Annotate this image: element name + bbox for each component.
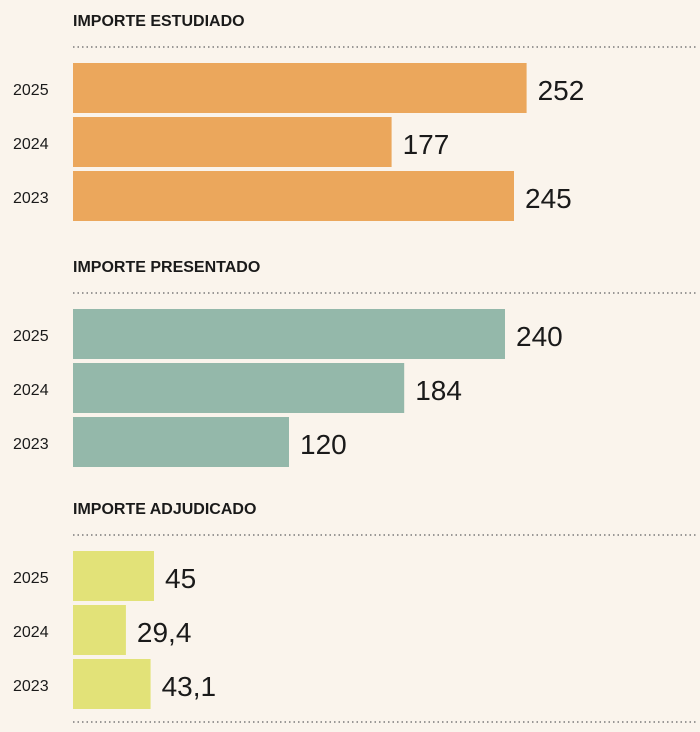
bar	[73, 659, 151, 709]
bar	[73, 605, 126, 655]
value-label: 177	[403, 129, 450, 160]
value-label: 245	[525, 183, 572, 214]
category-label: 2025	[13, 82, 49, 99]
category-label: 2025	[13, 570, 49, 587]
bar	[73, 417, 289, 467]
category-label: 2023	[13, 436, 49, 453]
bar	[73, 171, 514, 221]
value-label: 29,4	[137, 617, 192, 648]
bar	[73, 63, 527, 113]
bar	[73, 309, 505, 359]
category-label: 2023	[13, 190, 49, 207]
bar	[73, 117, 392, 167]
category-label: 2024	[13, 624, 49, 641]
value-label: 184	[415, 375, 462, 406]
section-title: IMPORTE PRESENTADO	[73, 259, 260, 276]
value-label: 240	[516, 321, 563, 352]
value-label: 120	[300, 429, 347, 460]
value-label: 45	[165, 563, 196, 594]
category-label: 2025	[13, 328, 49, 345]
category-label: 2023	[13, 678, 49, 695]
category-label: 2024	[13, 382, 49, 399]
section-title: IMPORTE ESTUDIADO	[73, 13, 245, 30]
value-label: 43,1	[162, 671, 217, 702]
section-title: IMPORTE ADJUDICADO	[73, 501, 256, 518]
bar	[73, 363, 405, 413]
value-label: 252	[538, 75, 585, 106]
bar	[73, 551, 154, 601]
category-label: 2024	[13, 136, 49, 153]
